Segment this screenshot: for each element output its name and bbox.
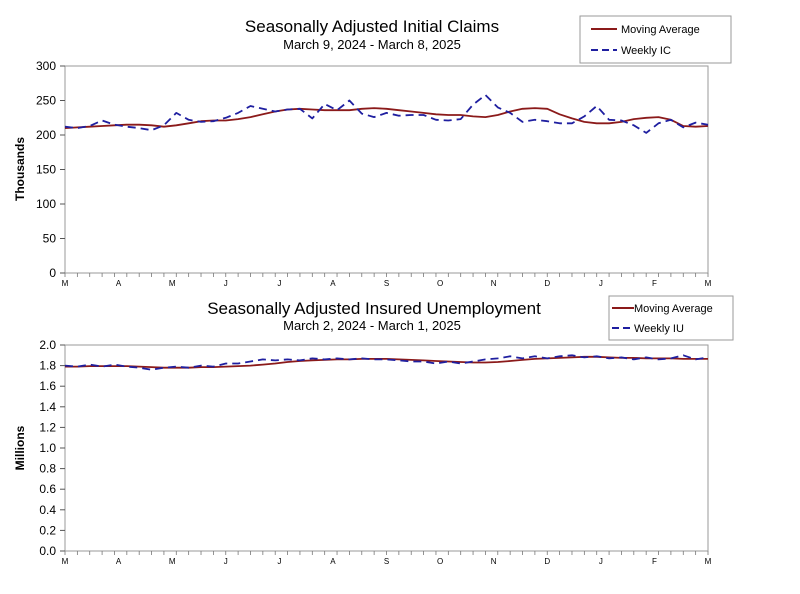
chart1-x-tick-label: M	[169, 279, 176, 288]
initial-claims-chart: Seasonally Adjusted Initial Claims March…	[13, 15, 732, 288]
chart1-title: Seasonally Adjusted Initial Claims	[245, 17, 499, 36]
chart2-y-tick-label: 1.4	[39, 400, 56, 414]
chart1-x-tick-label: J	[599, 279, 603, 288]
chart1-plot-area	[64, 65, 709, 274]
chart1-y-tick-label: 250	[36, 94, 56, 108]
chart2-y-tick-label: 0.0	[39, 544, 56, 558]
chart2-series-weekly-iu	[64, 354, 709, 371]
chart2-x-tick-label: F	[652, 557, 657, 566]
chart2-series	[64, 354, 709, 371]
chart1-x-tick-label: N	[491, 279, 497, 288]
chart2-x-tick-label: S	[384, 557, 389, 566]
chart1-y-tick-label: 200	[36, 128, 56, 142]
chart2-x-tick-label: N	[491, 557, 497, 566]
chart1-series-moving-average	[64, 107, 709, 129]
chart2-legend: Moving Average Weekly IU	[608, 295, 734, 341]
chart1-legend-box	[579, 15, 732, 64]
chart2-y-tick-label: 0.2	[39, 523, 56, 537]
chart2-y-tick-label: 1.0	[39, 441, 56, 455]
chart1-x-tick-label: S	[384, 279, 389, 288]
chart2-y-tick-label: 0.4	[39, 503, 56, 517]
chart1-x-tick-label: A	[116, 279, 122, 288]
chart2-y-tick-label: 1.2	[39, 420, 56, 434]
chart1-y-tick-label: 50	[43, 232, 57, 246]
chart1-y-ticks: 0 50 100 150 200 250 300	[36, 59, 65, 280]
chart2-x-tick-label: D	[544, 557, 550, 566]
chart2-y-ticks: 0.0 0.2 0.4 0.6 0.8 1.0 1.2 1.4 1.6 1.8 2.0	[39, 338, 65, 558]
chart2-y-tick-label: 1.8	[39, 359, 56, 373]
chart2-x-tick-label: J	[277, 557, 281, 566]
chart1-subtitle: March 9, 2024 - March 8, 2025	[283, 37, 461, 52]
chart1-y-tick-label: 0	[49, 266, 56, 280]
chart2-x-tick-label: M	[169, 557, 176, 566]
chart1-y-tick-label: 100	[36, 197, 56, 211]
chart2-y-tick-label: 2.0	[39, 338, 56, 352]
chart2-y-axis-label: Millions	[13, 425, 27, 470]
chart1-legend-moving-average: Moving Average	[621, 24, 700, 36]
chart1-x-tick-label: M	[705, 279, 712, 288]
chart1-legend: Moving Average Weekly IC	[579, 15, 732, 64]
chart1-y-tick-label: 150	[36, 163, 56, 177]
chart1-x-tick-label: O	[437, 279, 443, 288]
chart2-plot-area	[64, 344, 709, 552]
chart2-legend-moving-average: Moving Average	[634, 303, 713, 315]
chart1-x-tick-label: F	[652, 279, 657, 288]
chart2-x-tick-label: A	[116, 557, 122, 566]
chart1-y-tick-label: 300	[36, 59, 56, 73]
chart2-title: Seasonally Adjusted Insured Unemployment	[207, 299, 541, 318]
chart1-y-axis-label: Thousands	[13, 137, 27, 201]
chart2-y-tick-label: 0.8	[39, 462, 56, 476]
chart2-subtitle: March 2, 2024 - March 1, 2025	[283, 318, 461, 333]
chart1-series-weekly-ic	[64, 94, 709, 134]
chart1-x-tick-label: A	[330, 279, 336, 288]
chart1-legend-weekly: Weekly IC	[621, 45, 671, 57]
chart1-x-tick-label: J	[224, 279, 228, 288]
chart2-x-tick-label: M	[62, 557, 69, 566]
insured-unemployment-chart: Seasonally Adjusted Insured Unemployment…	[13, 295, 734, 566]
chart2-x-tick-label: O	[437, 557, 443, 566]
chart2-legend-weekly: Weekly IU	[634, 323, 684, 335]
chart2-legend-box	[608, 295, 734, 341]
chart2-x-tick-label: J	[599, 557, 603, 566]
chart2-x-tick-label: A	[330, 557, 336, 566]
chart2-x-tick-label: J	[224, 557, 228, 566]
chart1-series	[64, 94, 709, 134]
chart1-x-tick-label: M	[62, 279, 69, 288]
chart1-x-tick-label: D	[544, 279, 550, 288]
chart2-x-tick-label: M	[705, 557, 712, 566]
chart1-x-tick-label: J	[277, 279, 281, 288]
chart2-y-tick-label: 1.6	[39, 379, 56, 393]
chart2-y-tick-label: 0.6	[39, 482, 56, 496]
